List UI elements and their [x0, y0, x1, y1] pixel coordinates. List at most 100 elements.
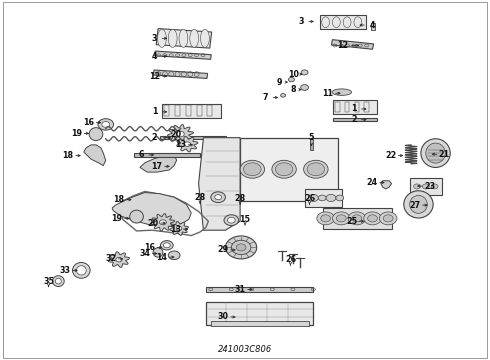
Bar [345, 102, 349, 112]
Ellipse shape [52, 276, 64, 287]
Text: 22: 22 [385, 151, 396, 160]
Circle shape [168, 251, 180, 260]
Text: 10: 10 [288, 70, 299, 79]
Circle shape [326, 194, 336, 202]
Text: 1: 1 [152, 107, 157, 116]
Text: 1: 1 [351, 104, 357, 113]
Ellipse shape [73, 262, 90, 278]
Circle shape [422, 184, 429, 189]
Text: 29: 29 [218, 246, 228, 255]
Bar [207, 105, 212, 116]
Text: 35: 35 [43, 276, 54, 285]
Circle shape [332, 212, 350, 225]
Circle shape [309, 194, 318, 202]
Bar [323, 208, 392, 229]
Circle shape [244, 163, 261, 176]
Text: 34: 34 [139, 249, 150, 258]
Circle shape [301, 85, 309, 90]
Bar [162, 104, 220, 118]
Ellipse shape [158, 29, 166, 48]
Circle shape [307, 163, 325, 176]
Text: 20: 20 [147, 219, 159, 228]
Text: 13: 13 [175, 140, 186, 149]
Bar [186, 105, 191, 116]
Bar [355, 102, 359, 112]
Text: 18: 18 [63, 151, 74, 160]
Bar [365, 102, 369, 112]
Circle shape [352, 215, 362, 222]
Circle shape [98, 119, 114, 130]
Ellipse shape [332, 89, 351, 95]
Text: 5: 5 [309, 133, 314, 142]
Polygon shape [381, 181, 392, 189]
Text: 11: 11 [322, 89, 334, 98]
Bar [196, 105, 201, 116]
Bar [164, 105, 169, 116]
Circle shape [383, 215, 393, 222]
Circle shape [272, 160, 296, 178]
Text: 12: 12 [337, 41, 348, 50]
Bar [410, 179, 441, 194]
Ellipse shape [190, 29, 198, 48]
Text: 13: 13 [170, 225, 181, 234]
Ellipse shape [343, 17, 351, 28]
Bar [305, 189, 342, 207]
Circle shape [414, 184, 420, 189]
Circle shape [304, 160, 328, 178]
Text: 32: 32 [105, 255, 116, 264]
Circle shape [163, 243, 170, 248]
Polygon shape [112, 193, 191, 226]
Ellipse shape [153, 248, 163, 257]
Circle shape [289, 77, 294, 82]
Circle shape [211, 192, 225, 203]
Text: 19: 19 [112, 214, 122, 223]
Text: 21: 21 [439, 150, 450, 159]
Bar [333, 100, 377, 114]
Circle shape [227, 217, 235, 223]
Polygon shape [198, 138, 240, 230]
Bar [319, 15, 366, 30]
Ellipse shape [426, 143, 445, 163]
Circle shape [348, 212, 366, 225]
Text: 17: 17 [151, 162, 163, 171]
Bar [310, 139, 313, 150]
Circle shape [240, 160, 265, 178]
Text: 26: 26 [285, 255, 296, 264]
Circle shape [236, 244, 246, 251]
Ellipse shape [322, 17, 330, 28]
Circle shape [379, 212, 397, 225]
Circle shape [317, 212, 334, 225]
Text: 25: 25 [346, 217, 357, 226]
Text: 2: 2 [351, 115, 357, 124]
Ellipse shape [421, 139, 450, 167]
Bar [134, 153, 200, 157]
Ellipse shape [332, 17, 340, 28]
Bar [160, 136, 226, 139]
Circle shape [431, 184, 438, 189]
Circle shape [231, 240, 251, 255]
Text: 4: 4 [369, 21, 375, 30]
Text: 2: 2 [152, 133, 157, 142]
Circle shape [102, 122, 110, 127]
Bar [370, 23, 375, 31]
Text: 31: 31 [235, 285, 245, 294]
Circle shape [281, 94, 286, 97]
Bar [211, 321, 309, 325]
Circle shape [225, 236, 257, 259]
Bar [335, 102, 340, 112]
Polygon shape [108, 252, 129, 267]
Circle shape [321, 215, 331, 222]
Polygon shape [84, 145, 106, 166]
Text: 3: 3 [152, 34, 157, 43]
Bar [175, 105, 180, 116]
Circle shape [215, 195, 221, 200]
Text: 18: 18 [113, 195, 124, 204]
Bar [156, 28, 212, 48]
Bar [333, 118, 377, 121]
Polygon shape [168, 125, 194, 144]
Circle shape [336, 215, 346, 222]
Text: 19: 19 [71, 129, 82, 138]
Text: 16: 16 [83, 118, 94, 127]
Bar [240, 138, 338, 201]
Circle shape [159, 220, 166, 225]
